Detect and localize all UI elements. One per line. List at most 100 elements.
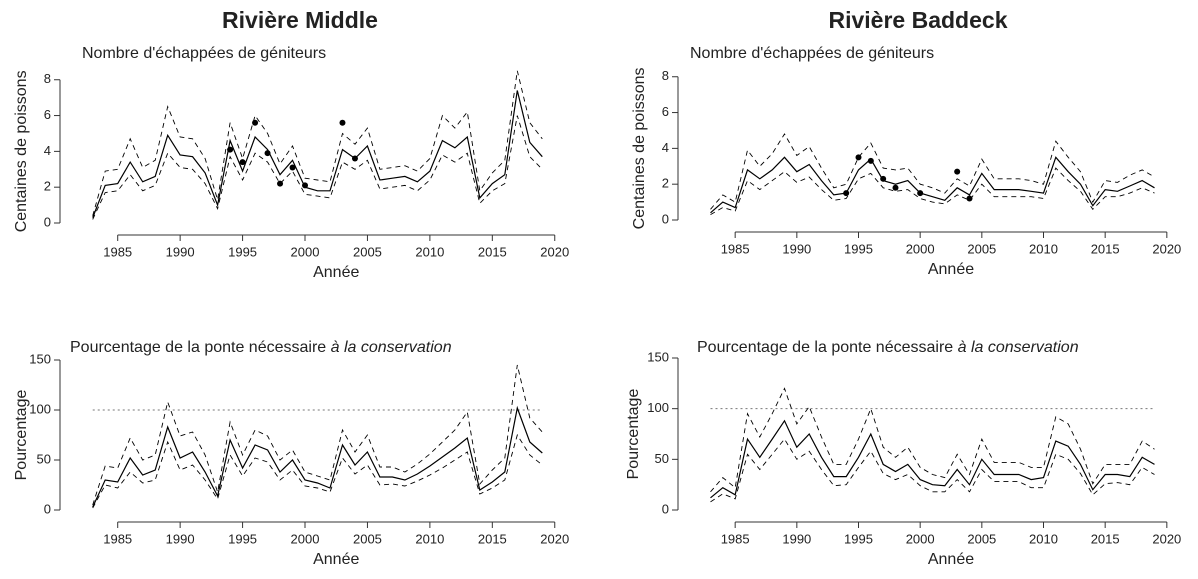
observed-point <box>339 119 346 126</box>
y-tick-label: 0 <box>44 501 51 516</box>
y-tick-label: 0 <box>662 211 669 226</box>
y-tick-label: 0 <box>662 501 669 516</box>
subtitle-text: Nombre d'échappées de géniteurs <box>82 45 326 62</box>
x-tick-label: 1985 <box>721 241 750 256</box>
panel-subtitle: Nombre d'échappées de géniteurs <box>82 45 326 62</box>
y-tick-label: 100 <box>29 401 51 416</box>
x-tick-label: 2005 <box>967 531 996 546</box>
x-tick-label: 2010 <box>1029 241 1058 256</box>
interval-line <box>710 167 1155 215</box>
observed-point <box>966 195 973 202</box>
x-tick-label: 2000 <box>291 244 320 259</box>
y-tick-label: 50 <box>37 451 51 466</box>
observed-point <box>954 168 961 175</box>
subtitle-text: Nombre d'échappées de géniteurs <box>690 45 934 62</box>
observed-point <box>351 155 358 162</box>
y-tick-label: 4 <box>44 143 51 158</box>
x-tick-label: 1985 <box>103 244 132 259</box>
observed-point <box>289 164 296 171</box>
x-tick-label: 2005 <box>353 531 382 546</box>
x-tick-label: 2000 <box>906 241 935 256</box>
y-tick-label: 150 <box>29 351 51 366</box>
observed-point <box>277 180 284 187</box>
x-tick-label: 1990 <box>782 241 811 256</box>
y-tick-label: 100 <box>647 400 669 415</box>
y-tick-label: 2 <box>44 179 51 194</box>
subtitle-text: Pourcentage de la ponte nécessaire <box>70 339 326 356</box>
median-line <box>92 405 543 508</box>
observed-point <box>843 190 850 197</box>
x-tick-label: 1995 <box>228 531 257 546</box>
x-tick-label: 2005 <box>353 244 382 259</box>
x-tick-label: 2015 <box>478 244 507 259</box>
interval-line <box>710 133 1155 210</box>
x-tick-label: 2010 <box>415 531 444 546</box>
x-tick-label: 1990 <box>782 531 811 546</box>
panel-subtitle: Nombre d'échappées de géniteurs <box>690 45 934 62</box>
x-axis-label: Année <box>928 551 974 568</box>
observed-point <box>880 175 887 182</box>
x-tick-label: 2000 <box>906 531 935 546</box>
y-axis-label: Centaines de poissons <box>631 67 648 229</box>
y-axis-label: Centaines de poissons <box>13 70 30 232</box>
observed-point <box>302 182 309 189</box>
y-tick-label: 6 <box>44 107 51 122</box>
observed-point <box>264 150 271 157</box>
x-tick-label: 1985 <box>721 531 750 546</box>
y-tick-label: 150 <box>647 349 669 364</box>
x-tick-label: 2005 <box>967 241 996 256</box>
observed-point <box>227 146 234 153</box>
x-tick-label: 2010 <box>415 244 444 259</box>
subtitle-text: Pourcentage de la ponte nécessaire <box>697 339 953 356</box>
x-tick-label: 2020 <box>1152 241 1181 256</box>
observed-point <box>855 154 862 161</box>
interval-line <box>92 433 543 509</box>
x-tick-label: 1995 <box>844 241 873 256</box>
x-tick-label: 1990 <box>166 244 195 259</box>
observed-point <box>239 159 246 166</box>
x-tick-label: 2020 <box>1152 531 1181 546</box>
x-axis-label: Année <box>928 261 974 278</box>
interval-line <box>710 438 1155 503</box>
x-tick-label: 1995 <box>844 531 873 546</box>
x-tick-label: 1995 <box>228 244 257 259</box>
x-tick-label: 2015 <box>1091 531 1120 546</box>
median-line <box>710 156 1155 214</box>
y-tick-label: 50 <box>655 451 669 466</box>
y-axis-label: Pourcentage <box>625 389 642 480</box>
panel-title: Rivière Baddeck <box>829 7 1008 33</box>
x-tick-label: 2015 <box>478 531 507 546</box>
y-tick-label: 0 <box>44 214 51 229</box>
observed-point <box>252 119 259 126</box>
x-tick-label: 2000 <box>291 531 320 546</box>
panel-subtitle: Pourcentage de la ponte nécessaire à la … <box>70 339 452 356</box>
x-tick-label: 1990 <box>166 531 195 546</box>
y-tick-label: 4 <box>662 140 669 155</box>
interval-line <box>92 115 543 220</box>
subtitle-italic: à la conservation <box>331 339 452 356</box>
x-axis-label: Année <box>313 551 359 568</box>
interval-line <box>92 364 543 506</box>
y-axis-label: Pourcentage <box>13 390 30 481</box>
x-tick-label: 2020 <box>540 531 569 546</box>
interval-line <box>710 387 1155 493</box>
subtitle-italic: à la conservation <box>958 339 1079 356</box>
observed-point <box>892 184 899 191</box>
x-axis-label: Année <box>313 264 359 281</box>
observed-point <box>867 157 874 164</box>
panel-title: Rivière Middle <box>222 7 378 33</box>
x-tick-label: 1985 <box>103 531 132 546</box>
panel-subtitle: Pourcentage de la ponte nécessaire à la … <box>697 339 1079 356</box>
y-tick-label: 8 <box>662 68 669 83</box>
interval-line <box>92 70 543 216</box>
x-tick-label: 2015 <box>1091 241 1120 256</box>
y-tick-label: 2 <box>662 176 669 191</box>
observed-point <box>917 190 924 197</box>
x-tick-label: 2020 <box>540 244 569 259</box>
median-line <box>710 419 1155 499</box>
y-tick-label: 8 <box>44 71 51 86</box>
median-line <box>92 90 543 218</box>
y-tick-label: 6 <box>662 104 669 119</box>
x-tick-label: 2010 <box>1029 531 1058 546</box>
